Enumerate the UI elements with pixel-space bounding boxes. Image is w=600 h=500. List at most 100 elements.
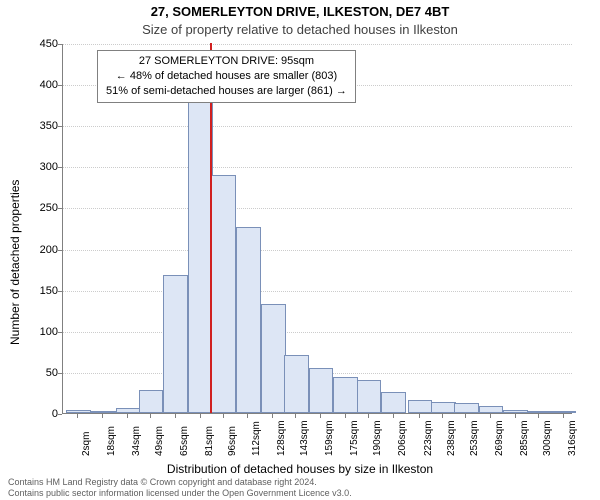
histogram-bar bbox=[381, 392, 406, 413]
histogram-bar bbox=[211, 175, 236, 413]
y-tick-label: 300 bbox=[18, 161, 58, 173]
info-box-line: ← 48% of detached houses are smaller (80… bbox=[106, 69, 347, 84]
x-tick bbox=[127, 414, 128, 418]
y-tick bbox=[58, 373, 62, 374]
x-tick bbox=[200, 414, 201, 418]
x-tick-label: 285sqm bbox=[519, 420, 530, 456]
histogram-bar bbox=[91, 411, 116, 413]
x-tick bbox=[295, 414, 296, 418]
chart-container: 27, SOMERLEYTON DRIVE, ILKESTON, DE7 4BT… bbox=[0, 0, 600, 500]
x-tick bbox=[419, 414, 420, 418]
y-tick-label: 50 bbox=[18, 367, 58, 379]
x-tick-label: 49sqm bbox=[154, 426, 165, 456]
x-tick bbox=[223, 414, 224, 418]
x-tick bbox=[320, 414, 321, 418]
x-tick bbox=[465, 414, 466, 418]
x-tick-label: 65sqm bbox=[179, 426, 190, 456]
histogram-bar bbox=[551, 411, 576, 413]
histogram-bar bbox=[503, 410, 528, 413]
x-tick-label: 18sqm bbox=[106, 426, 117, 456]
grid-line bbox=[63, 291, 572, 292]
x-tick-label: 206sqm bbox=[397, 420, 408, 456]
chart-title: 27, SOMERLEYTON DRIVE, ILKESTON, DE7 4BT bbox=[0, 4, 600, 19]
chart-subtitle: Size of property relative to detached ho… bbox=[0, 22, 600, 37]
y-tick-label: 400 bbox=[18, 79, 58, 91]
x-tick-label: 316sqm bbox=[567, 420, 578, 456]
y-tick-label: 150 bbox=[18, 285, 58, 297]
y-tick bbox=[58, 85, 62, 86]
y-tick bbox=[58, 250, 62, 251]
info-box-line: 27 SOMERLEYTON DRIVE: 95sqm bbox=[106, 54, 347, 69]
x-tick-label: 269sqm bbox=[494, 420, 505, 456]
x-tick bbox=[272, 414, 273, 418]
x-tick-label: 34sqm bbox=[131, 426, 142, 456]
x-tick bbox=[368, 414, 369, 418]
x-tick bbox=[175, 414, 176, 418]
x-tick-label: 96sqm bbox=[227, 426, 238, 456]
x-tick bbox=[77, 414, 78, 418]
histogram-bar bbox=[479, 406, 504, 413]
y-tick-label: 250 bbox=[18, 202, 58, 214]
y-tick-label: 450 bbox=[18, 38, 58, 50]
x-tick bbox=[247, 414, 248, 418]
x-tick-label: 128sqm bbox=[276, 420, 287, 456]
histogram-bar bbox=[66, 410, 91, 413]
histogram-bar bbox=[454, 403, 479, 413]
x-tick bbox=[515, 414, 516, 418]
grid-line bbox=[63, 250, 572, 251]
footer-attribution: Contains HM Land Registry data © Crown c… bbox=[8, 477, 352, 498]
x-tick-label: 159sqm bbox=[324, 420, 335, 456]
y-tick bbox=[58, 414, 62, 415]
grid-line bbox=[63, 126, 572, 127]
grid-line bbox=[63, 44, 572, 45]
x-tick-label: 2sqm bbox=[81, 432, 92, 456]
histogram-bar bbox=[309, 368, 334, 413]
info-box: 27 SOMERLEYTON DRIVE: 95sqm← 48% of deta… bbox=[97, 50, 356, 103]
y-tick-label: 100 bbox=[18, 326, 58, 338]
x-tick bbox=[102, 414, 103, 418]
x-tick-label: 175sqm bbox=[349, 420, 360, 456]
grid-line bbox=[63, 167, 572, 168]
x-tick bbox=[538, 414, 539, 418]
y-tick-label: 200 bbox=[18, 244, 58, 256]
histogram-bar bbox=[284, 355, 309, 413]
histogram-bar bbox=[431, 402, 456, 413]
x-tick-label: 81sqm bbox=[204, 426, 215, 456]
histogram-bar bbox=[163, 275, 188, 413]
x-tick-label: 238sqm bbox=[446, 420, 457, 456]
y-tick bbox=[58, 44, 62, 45]
histogram-bar bbox=[116, 408, 141, 413]
x-tick-label: 190sqm bbox=[372, 420, 383, 456]
histogram-bar bbox=[236, 227, 261, 413]
histogram-bar bbox=[139, 390, 164, 413]
grid-line bbox=[63, 332, 572, 333]
footer-line2: Contains public sector information licen… bbox=[8, 488, 352, 498]
y-tick-label: 0 bbox=[18, 408, 58, 420]
y-tick-label: 350 bbox=[18, 120, 58, 132]
grid-line bbox=[63, 208, 572, 209]
histogram-bar bbox=[261, 304, 286, 413]
histogram-bar bbox=[527, 411, 552, 413]
y-tick bbox=[58, 126, 62, 127]
x-tick-label: 112sqm bbox=[251, 421, 262, 456]
x-tick bbox=[345, 414, 346, 418]
info-box-line: 51% of semi-detached houses are larger (… bbox=[106, 84, 347, 99]
histogram-bar bbox=[357, 380, 382, 413]
footer-line1: Contains HM Land Registry data © Crown c… bbox=[8, 477, 352, 487]
x-tick-label: 300sqm bbox=[542, 420, 553, 456]
x-tick-label: 223sqm bbox=[423, 420, 434, 456]
y-tick bbox=[58, 167, 62, 168]
x-tick bbox=[150, 414, 151, 418]
x-tick bbox=[563, 414, 564, 418]
x-tick-label: 253sqm bbox=[469, 420, 480, 456]
x-tick bbox=[442, 414, 443, 418]
y-tick bbox=[58, 291, 62, 292]
histogram-bar bbox=[408, 400, 433, 413]
x-tick bbox=[393, 414, 394, 418]
x-tick-label: 143sqm bbox=[299, 420, 310, 456]
y-tick bbox=[58, 332, 62, 333]
x-axis-title: Distribution of detached houses by size … bbox=[0, 462, 600, 476]
x-tick bbox=[490, 414, 491, 418]
histogram-bar bbox=[333, 377, 358, 413]
y-tick bbox=[58, 208, 62, 209]
